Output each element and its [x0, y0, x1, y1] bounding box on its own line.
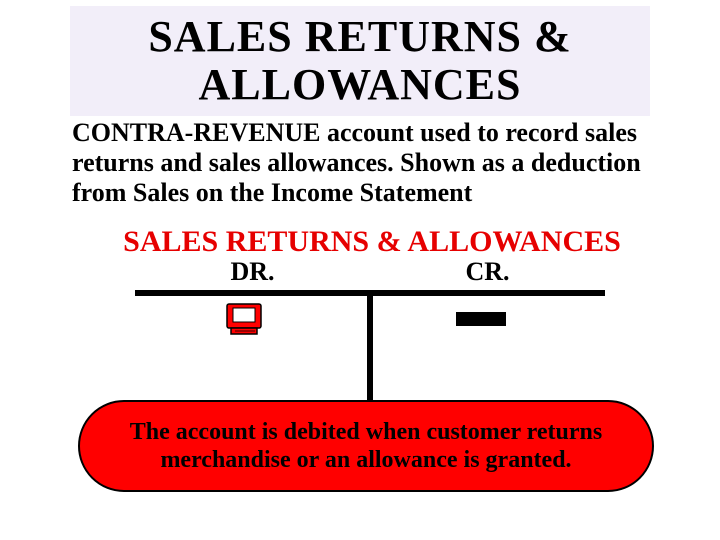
t-account-labels: DR. CR. [135, 256, 605, 289]
plus-icon [225, 300, 263, 338]
callout-text: The account is debited when customer ret… [102, 418, 630, 475]
page-title: SALES RETURNS & ALLOWANCES [70, 13, 650, 110]
callout-bubble: The account is debited when customer ret… [78, 400, 654, 492]
t-account-header: DR. CR. [135, 256, 605, 289]
title-box: SALES RETURNS & ALLOWANCES [70, 6, 650, 116]
subheading: SALES RETURNS & ALLOWANCES [92, 225, 652, 259]
description-text: CONTRA-REVENUE account used to record sa… [72, 118, 657, 208]
debit-label: DR. [135, 256, 370, 289]
credit-label: CR. [370, 256, 605, 289]
minus-icon [456, 312, 506, 326]
